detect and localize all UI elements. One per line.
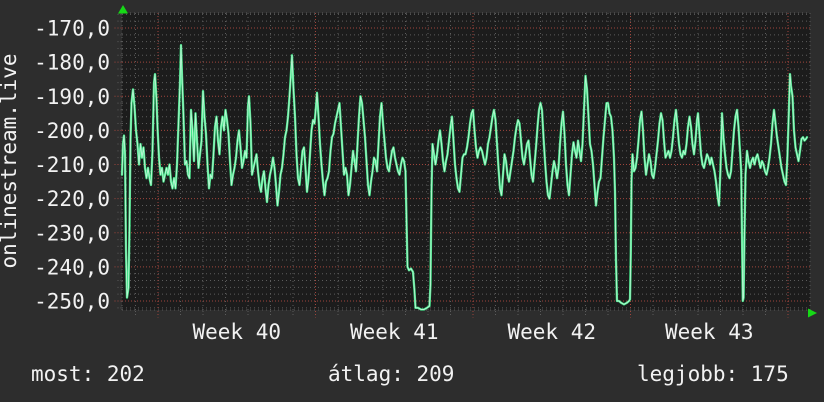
axis-ticks <box>114 13 789 318</box>
y-tick-label: -240,0 <box>34 255 110 279</box>
stat-most: most: 202 <box>31 362 145 386</box>
y-axis-arrow-icon <box>118 5 128 14</box>
y-tick-label: -220,0 <box>34 187 110 211</box>
x-tick-label: Week 42 <box>507 320 596 344</box>
x-tick-label: Week 41 <box>350 320 439 344</box>
grid-minor-lines <box>122 13 810 310</box>
data-series <box>120 43 809 311</box>
stat-legjobb: legjobb: 175 <box>637 362 789 386</box>
y-tick-label: -210,0 <box>34 153 110 177</box>
x-axis-labels: Week 40 Week 41 Week 42 Week 43 <box>192 320 753 344</box>
y-tick-label: -180,0 <box>34 51 110 75</box>
series-line-highlight <box>121 44 808 310</box>
y-tick-label: -190,0 <box>34 85 110 109</box>
grid-major-lines <box>122 13 810 310</box>
x-tick-label: Week 40 <box>192 320 281 344</box>
y-tick-label: -200,0 <box>34 119 110 143</box>
y-axis-labels: -170,0 -180,0 -190,0 -200,0 -210,0 -220,0 -230… <box>34 17 110 314</box>
y-tick-label: -230,0 <box>34 221 110 245</box>
stat-atlag: átlag: 209 <box>328 362 454 386</box>
y-tick-label: -170,0 <box>34 17 110 41</box>
x-tick-label: Week 43 <box>665 320 754 344</box>
y-tick-label: -250,0 <box>34 290 110 314</box>
chart-side-title: onlinestream.live <box>0 54 21 269</box>
x-axis-arrow-icon <box>808 308 817 318</box>
